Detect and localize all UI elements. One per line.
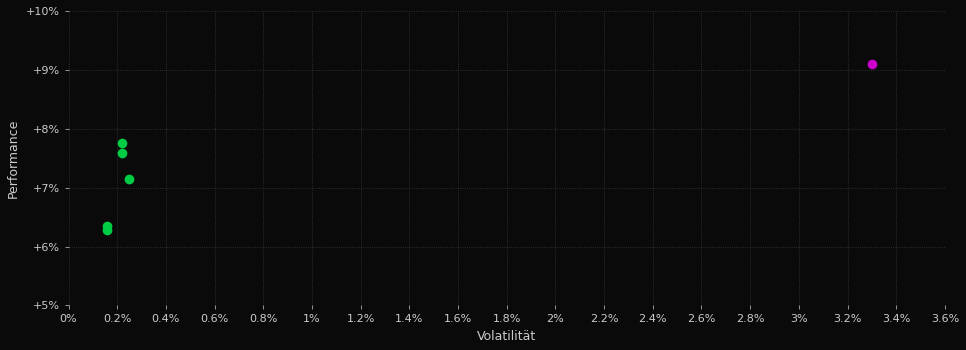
Point — [865, 61, 880, 67]
Point — [114, 151, 129, 156]
Point — [99, 223, 115, 229]
Point — [122, 176, 137, 182]
Y-axis label: Performance: Performance — [7, 119, 20, 198]
X-axis label: Volatilität: Volatilität — [477, 330, 536, 343]
Point — [99, 227, 115, 233]
Point — [114, 141, 129, 146]
